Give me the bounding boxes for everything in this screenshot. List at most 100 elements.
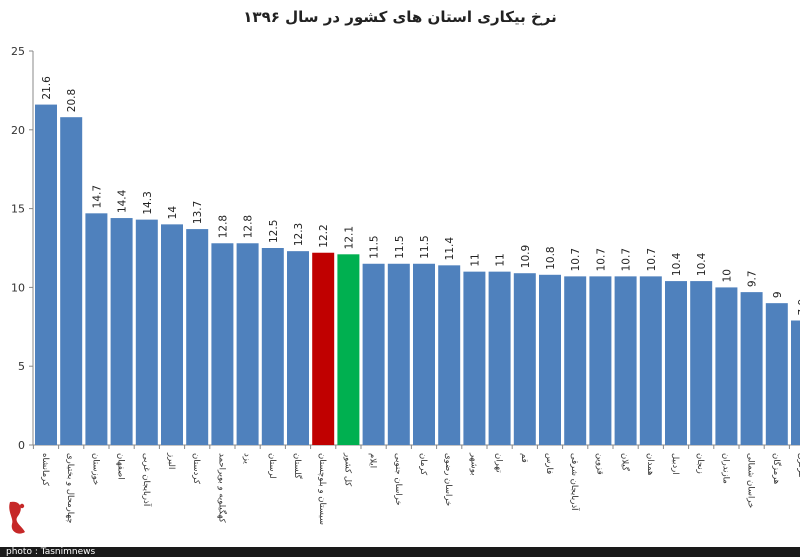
y-tick-label: 25 [11, 45, 25, 58]
bar [236, 243, 259, 445]
category-label: هرمزگان [771, 453, 782, 484]
bar [740, 292, 763, 445]
category-label: فارس [544, 453, 554, 474]
value-label: 9 [772, 291, 784, 298]
category-label: البرز [166, 452, 176, 469]
y-tick-label: 10 [11, 281, 25, 294]
category-label: سیستان و بلوچستان [317, 453, 327, 525]
category-label: چهارمحال و بختیاری [65, 453, 75, 524]
chart-title: نرخ بیکاری استان های کشور در سال ۱۳۹۶ [243, 8, 557, 26]
bar [539, 274, 561, 445]
value-label: 12.8 [243, 215, 255, 238]
footer-bar: photo : Tasnimnews [0, 547, 800, 557]
bar [60, 117, 83, 445]
bar [110, 218, 133, 445]
value-label: 10.4 [696, 252, 708, 276]
value-label: 12.1 [343, 226, 355, 249]
value-label: 12.5 [268, 220, 280, 243]
value-label: 14 [167, 206, 179, 220]
category-label: تهران [494, 453, 504, 473]
bar [312, 252, 335, 445]
bar [463, 271, 486, 445]
category-label: یزد [242, 453, 252, 464]
value-label: 12.8 [217, 215, 229, 238]
bar [387, 263, 410, 445]
bar [362, 263, 385, 445]
value-label: 10.7 [646, 248, 658, 271]
category-labels: کرمانشاه چهارمحال و بختیاری خوزستان اصفهان آ… [40, 452, 800, 525]
value-label: 11 [469, 253, 481, 266]
category-label: بوشهر [468, 452, 478, 476]
bars [35, 104, 800, 446]
category-label: خراسان رضوی [443, 453, 453, 506]
footer-source: photo : Tasnimnews [6, 547, 96, 557]
category-label: مازندران [720, 453, 730, 484]
bar [513, 273, 536, 445]
bar [337, 254, 360, 445]
value-label: 21.6 [41, 76, 53, 100]
value-label: 10.7 [621, 248, 633, 271]
bar [589, 276, 612, 445]
value-label: 7.9 [797, 299, 800, 316]
tasnim-logo-icon [9, 501, 25, 534]
category-label: خوزستان [90, 453, 100, 485]
category-label: کهگیلویه و بویراحمد [216, 453, 227, 524]
value-label: 9.7 [747, 270, 759, 287]
y-tick-label: 20 [11, 124, 25, 137]
value-label: 14.3 [142, 191, 154, 214]
bar [135, 219, 158, 445]
value-label: 10.4 [671, 252, 683, 276]
bar [614, 276, 637, 445]
bar [85, 213, 108, 445]
category-label: لرستان [267, 453, 277, 479]
y-tick-label: 0 [18, 439, 25, 452]
value-label: 10.7 [595, 248, 607, 271]
category-label: گیلان [620, 453, 631, 472]
category-label: کرمانشاه [40, 453, 50, 487]
bar [438, 265, 461, 445]
value-label: 10.9 [520, 245, 532, 268]
category-label: خراسان جنوبی [393, 453, 403, 506]
category-label: ایلام [368, 453, 378, 468]
category-label: قزوین [594, 453, 604, 475]
value-label: 11.5 [394, 235, 406, 258]
bar [665, 281, 687, 445]
category-label: اردبیل [670, 453, 680, 475]
bar [161, 224, 183, 445]
value-label: 12.3 [293, 223, 305, 246]
category-label: خراسان شمالی [746, 453, 756, 508]
bar [639, 276, 662, 445]
y-tick-label: 5 [18, 360, 25, 373]
bar [261, 248, 284, 445]
value-label: 14.7 [91, 185, 103, 208]
bar [564, 276, 587, 445]
value-label: 10.8 [545, 246, 557, 269]
bar [488, 271, 511, 445]
value-labels: 21.6 20.8 14.7 14.4 14.3 14 13.7 12.8 12.8 12.5 12… [41, 76, 800, 316]
category-label: کل کشور [342, 452, 352, 487]
category-label: مرکزی [796, 453, 800, 478]
category-label: کرمان [418, 453, 428, 476]
value-label: 11 [495, 253, 507, 266]
value-label: 11.4 [444, 237, 456, 261]
value-label: 14.4 [117, 189, 129, 213]
value-label: 20.8 [66, 89, 78, 112]
y-tick-label: 15 [11, 203, 25, 216]
bar [287, 251, 309, 445]
value-label: 10.7 [570, 248, 582, 271]
category-label: همدان [645, 453, 655, 475]
bar [765, 303, 788, 445]
category-label: آذربایجان شرقی [569, 453, 581, 511]
category-label: زنجان [695, 453, 705, 474]
bar [211, 243, 234, 445]
value-label: 12.2 [318, 224, 330, 247]
value-label: 13.7 [192, 201, 204, 224]
bar [715, 287, 738, 445]
bar [413, 263, 435, 445]
category-label: گلستان [292, 453, 303, 480]
bar [690, 281, 713, 445]
bar [186, 229, 209, 445]
category-label: کردستان [191, 453, 201, 485]
bar [35, 104, 57, 446]
